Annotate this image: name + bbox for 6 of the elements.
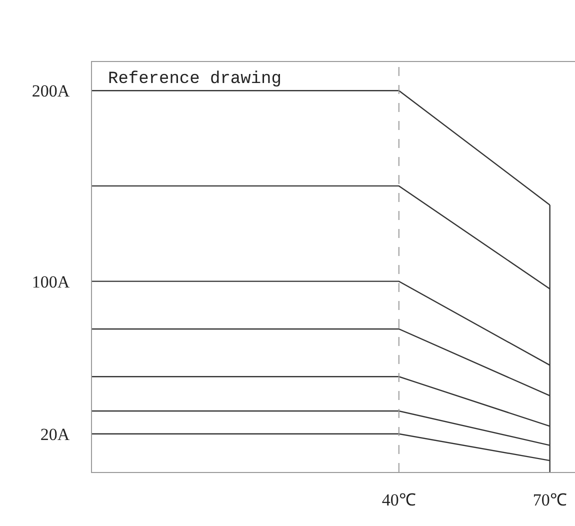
y-tick-label: 100A: [32, 272, 70, 292]
y-tick-label: 20A: [40, 424, 70, 444]
annotation: Reference drawing: [108, 70, 282, 89]
y-tick-label: 200A: [32, 82, 70, 101]
x-tick-label: 70℃: [532, 490, 567, 510]
x-tick-label: 40℃: [382, 490, 416, 510]
